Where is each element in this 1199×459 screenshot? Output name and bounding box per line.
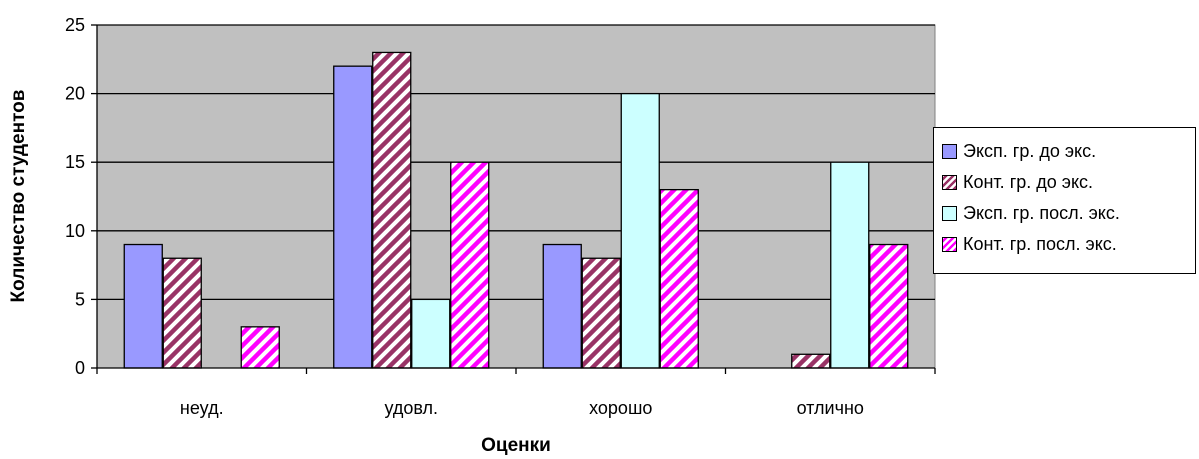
legend-swatch: [942, 175, 957, 190]
x-tick-label: отлично: [797, 398, 864, 418]
legend-item: Конт. гр. посл. экс.: [934, 229, 1195, 260]
plot-area: [96, 24, 936, 369]
legend-label: Конт. гр. до экс.: [963, 172, 1094, 192]
gridlines: [97, 24, 935, 301]
bar: [830, 161, 870, 369]
legend-label: Конт. гр. посл. экс.: [963, 234, 1117, 254]
bar: [123, 243, 163, 369]
y-tick-label: 20: [65, 84, 85, 104]
bar: [411, 298, 451, 369]
bar: [333, 65, 373, 369]
bars: [123, 51, 909, 369]
y-axis-title: Количество студентов: [8, 90, 29, 303]
bar: [240, 326, 280, 369]
axes: [91, 24, 936, 374]
bar: [791, 353, 831, 369]
bar: [869, 243, 909, 369]
bar: [372, 51, 412, 369]
y-tick-label: 5: [75, 289, 85, 309]
x-tick-label: неуд.: [180, 398, 224, 418]
legend-label: Эксп. гр. до экс.: [963, 141, 1097, 161]
y-tick-label: 0: [75, 358, 85, 378]
legend-item: Эксп. гр. посл. экс.: [934, 198, 1195, 229]
y-tick-label: 10: [65, 221, 85, 241]
legend-swatch: [942, 206, 957, 221]
legend-label: Эксп. гр. посл. экс.: [963, 203, 1120, 223]
legend-swatch: [942, 237, 957, 252]
x-axis-title: Оценки: [481, 435, 551, 456]
bar: [659, 188, 699, 369]
bar: [620, 92, 660, 369]
x-tick-labels: неуд. удовл. хорошо отлично: [180, 398, 864, 418]
y-tick-label: 25: [65, 15, 85, 35]
y-tick-labels: 0 5 10 15 20 25: [65, 15, 85, 378]
x-tick-label: хорошо: [589, 398, 652, 418]
y-tick-label: 15: [65, 152, 85, 172]
legend-swatch: [942, 144, 957, 159]
bar: [542, 243, 582, 369]
bar: [450, 161, 490, 369]
bar: [162, 257, 202, 369]
legend-item: Конт. гр. до экс.: [934, 167, 1195, 198]
legend-item: Эксп. гр. до экс.: [934, 136, 1195, 167]
x-tick-label: удовл.: [384, 398, 438, 418]
bar: [581, 257, 621, 369]
legend: Эксп. гр. до экс. Конт. гр. до экс. Эксп. …: [933, 127, 1196, 274]
